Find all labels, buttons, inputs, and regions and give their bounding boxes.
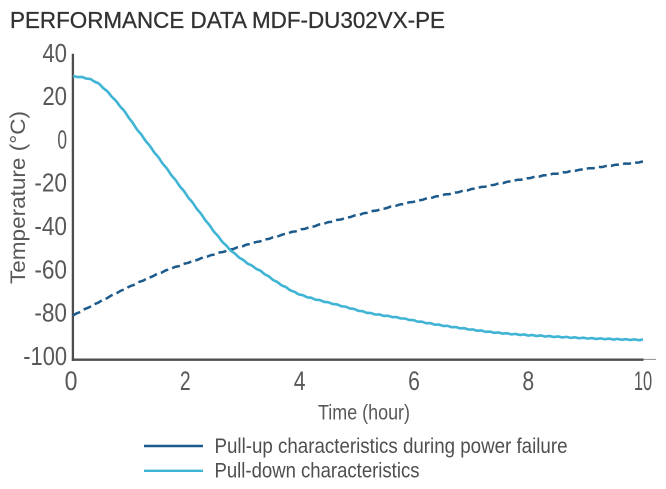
svg-text:2: 2	[180, 366, 191, 396]
svg-text:0: 0	[65, 368, 78, 397]
svg-text:Time (hour): Time (hour)	[318, 401, 410, 425]
svg-text:10: 10	[634, 366, 652, 396]
svg-text:Pull-up characteristics during: Pull-up characteristics during power fai…	[215, 435, 568, 458]
svg-text:-80: -80	[34, 299, 67, 328]
svg-text:-60: -60	[34, 256, 67, 285]
svg-text:8: 8	[522, 367, 534, 397]
svg-text:Pull-down characteristics: Pull-down characteristics	[215, 460, 420, 483]
svg-text:6: 6	[408, 367, 420, 397]
svg-text:Temperature (°C): Temperature (°C)	[6, 111, 30, 284]
svg-text:-40: -40	[34, 213, 67, 242]
svg-text:PERFORMANCE DATA MDF-DU302VX-P: PERFORMANCE DATA MDF-DU302VX-PE	[10, 7, 445, 33]
svg-text:4: 4	[294, 367, 306, 397]
svg-text:-20: -20	[34, 169, 67, 198]
svg-text:0: 0	[57, 125, 67, 154]
svg-text:-100: -100	[23, 343, 67, 371]
svg-text:40: 40	[42, 39, 67, 68]
svg-text:20: 20	[42, 83, 67, 112]
